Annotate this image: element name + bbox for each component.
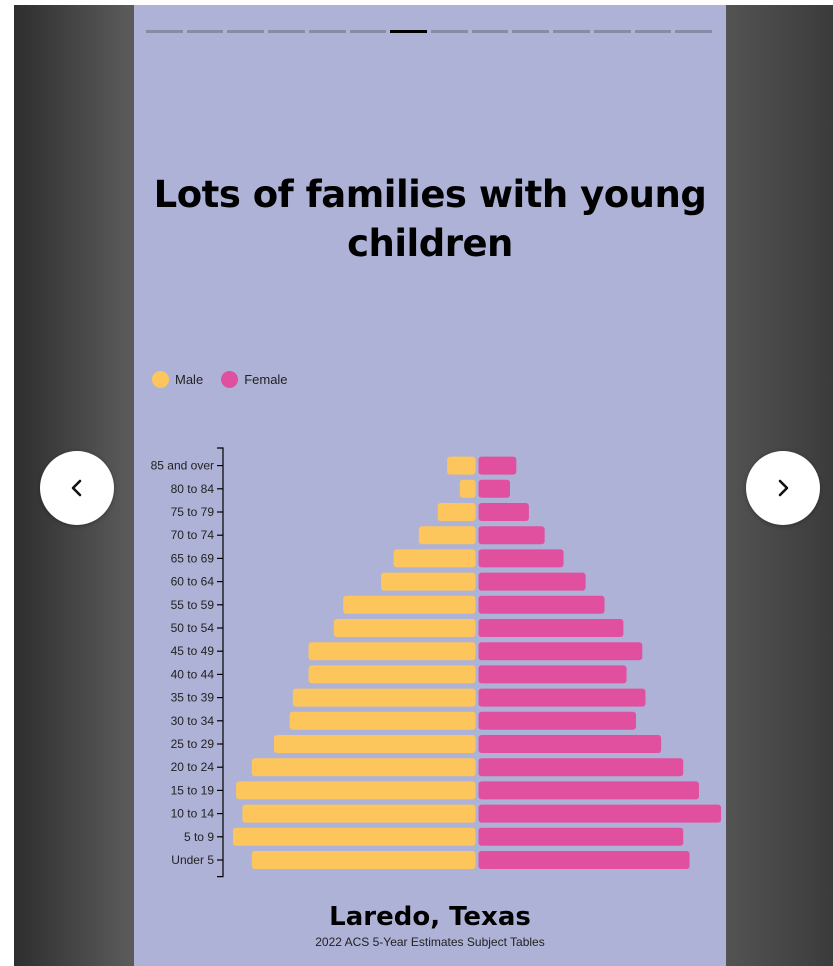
y-tick-label: 10 to 14	[171, 807, 215, 821]
bar-female	[478, 665, 627, 684]
y-tick-label: 25 to 29	[171, 737, 215, 751]
bar-female	[478, 479, 510, 498]
bar-male	[232, 827, 476, 846]
y-tick-label: 5 to 9	[184, 830, 214, 844]
bar-male	[343, 595, 476, 614]
legend-female-label: Female	[244, 372, 288, 387]
y-tick-label: 20 to 24	[171, 760, 215, 774]
legend-male-label: Male	[175, 372, 204, 387]
bar-female	[478, 711, 636, 730]
bar-male	[292, 688, 476, 707]
bar-male	[333, 619, 476, 637]
bar-male	[393, 549, 476, 568]
legend-item-female: Female	[221, 371, 288, 388]
previous-button[interactable]	[40, 451, 114, 525]
legend-item-male: Male	[152, 371, 203, 388]
bar-male	[447, 456, 476, 475]
progress-segment	[593, 30, 631, 33]
bar-female	[478, 456, 517, 475]
y-tick-label: 85 and over	[151, 459, 214, 473]
bar-male	[242, 804, 476, 823]
progress-segment	[553, 30, 590, 33]
progress-segment	[186, 30, 224, 33]
bar-male	[437, 503, 476, 521]
next-button[interactable]	[746, 451, 820, 525]
female-swatch	[221, 371, 239, 388]
y-tick-label: 60 to 64	[171, 575, 215, 589]
progress-segment	[227, 30, 265, 33]
y-tick-label: 70 to 74	[171, 528, 215, 542]
bar-female	[478, 735, 662, 753]
bar-female	[478, 595, 605, 614]
bar-female	[478, 526, 545, 545]
y-axis-line	[217, 447, 224, 878]
bar-male	[459, 479, 476, 498]
story-card: Lots of families with young children Mal…	[134, 5, 726, 966]
y-tick-label: 50 to 54	[171, 621, 215, 635]
chevron-right-icon	[778, 479, 789, 497]
progress-segment	[634, 30, 672, 33]
y-tick-label: 45 to 49	[171, 644, 215, 658]
progress-segment	[390, 30, 428, 33]
y-tick-label: Under 5	[171, 853, 214, 867]
y-tick-label: 65 to 69	[171, 551, 215, 565]
progress-segment	[268, 30, 305, 33]
bar-male	[308, 642, 476, 661]
bar-male	[308, 665, 476, 684]
bar-female	[478, 827, 684, 846]
y-tick-label: 75 to 79	[171, 505, 215, 519]
bar-male	[289, 711, 476, 730]
bar-male	[273, 735, 476, 753]
bar-male	[418, 526, 476, 545]
bar-female	[478, 619, 624, 637]
male-swatch	[152, 371, 169, 388]
y-tick-label: 80 to 84	[171, 482, 215, 496]
progress-segment	[675, 30, 713, 33]
bar-female	[478, 758, 684, 777]
progress-segment	[431, 30, 468, 33]
y-tick-label: 55 to 59	[171, 598, 215, 612]
population-pyramid-chart: 85 and over 80 to 84 75 to 79 70 to 74 65 to…	[151, 447, 722, 878]
y-tick-label: 15 to 19	[171, 783, 215, 797]
bar-female	[478, 804, 722, 823]
bar-female	[478, 642, 643, 661]
bar-male	[381, 572, 476, 591]
place-name: Laredo, Texas	[329, 902, 531, 932]
story-progress-bar	[146, 30, 713, 33]
bar-female	[478, 503, 529, 521]
y-tick-label: 40 to 44	[171, 667, 215, 681]
progress-segment	[308, 30, 346, 33]
bar-female	[478, 688, 646, 707]
progress-segment	[512, 30, 550, 33]
chart-legend: Male Female	[152, 371, 306, 388]
bar-male	[236, 781, 476, 800]
bar-female	[478, 851, 690, 869]
bar-female	[478, 781, 699, 800]
progress-segment	[349, 30, 387, 33]
data-source: 2022 ACS 5-Year Estimates Subject Tables	[315, 935, 545, 949]
bar-female	[478, 572, 586, 591]
progress-segment	[146, 30, 183, 33]
progress-segment	[471, 30, 509, 33]
chevron-left-icon	[71, 479, 82, 497]
story-title: Lots of families with young children	[153, 173, 707, 265]
y-tick-label: 35 to 39	[171, 691, 215, 705]
bar-male	[251, 758, 476, 777]
bar-male	[251, 851, 476, 869]
bar-female	[478, 549, 564, 568]
y-tick-label: 30 to 34	[171, 714, 215, 728]
